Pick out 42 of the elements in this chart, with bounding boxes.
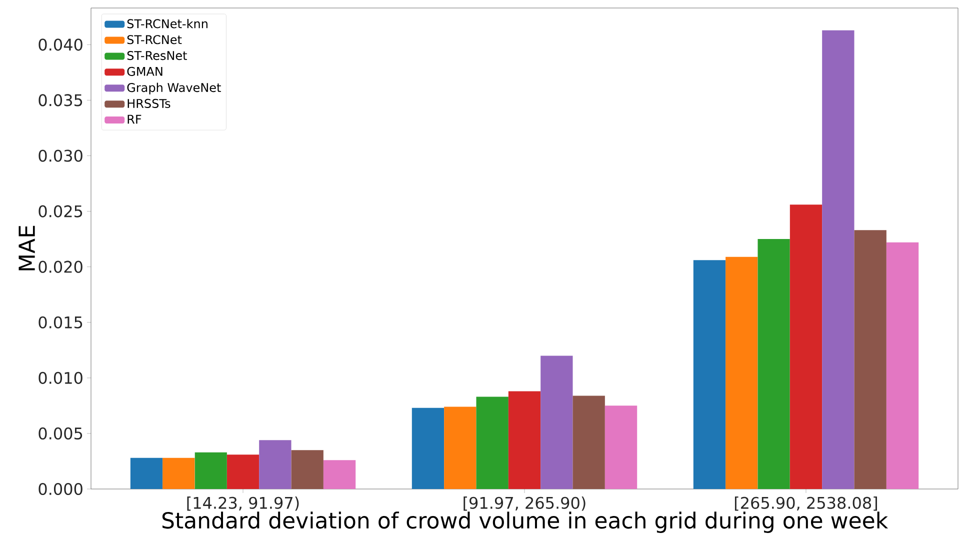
- y-tick-label: 0.035: [38, 94, 82, 106]
- bar: [476, 396, 508, 489]
- x-tick-label: [91.97, 265.90): [464, 496, 586, 511]
- y-tick-label: 0.030: [38, 150, 82, 162]
- y-tick-label: 0.010: [38, 372, 82, 384]
- bar: [693, 260, 726, 489]
- y-tick-label: 0.005: [38, 427, 82, 440]
- bar: [226, 454, 260, 489]
- bar: [790, 204, 822, 489]
- bar: [886, 242, 919, 489]
- bar: [162, 458, 195, 489]
- bar: [194, 452, 227, 489]
- x-tick-label: [14.23, 91.97): [187, 496, 299, 511]
- y-tick-label: 0.040: [38, 38, 82, 51]
- bar: [412, 408, 444, 489]
- bar: [259, 440, 292, 489]
- bar: [758, 239, 790, 489]
- y-tick-label: 0.020: [38, 260, 82, 273]
- legend-label: ST-RCNet: [127, 35, 182, 44]
- bar: [130, 458, 163, 489]
- legend-label: ST-RCNet-knn: [127, 18, 208, 28]
- y-tick-label: 0.025: [38, 205, 82, 218]
- bar: [444, 406, 476, 489]
- bar: [572, 396, 605, 489]
- bar: [540, 356, 573, 489]
- legend-label: GMAN: [127, 66, 162, 76]
- bar: [822, 30, 854, 489]
- bar: [291, 450, 324, 489]
- bar: [604, 406, 638, 489]
- bar: [323, 460, 356, 489]
- legend-label: RF: [128, 114, 142, 124]
- bar: [726, 256, 758, 489]
- x-tick-label: [265.90, 2538.08]: [734, 496, 877, 511]
- legend-label: ST-ResNet: [127, 50, 188, 60]
- y-axis-title: MAE: [18, 226, 35, 270]
- bar: [508, 391, 541, 489]
- bar: [854, 230, 886, 489]
- legend-label: HRSSTs: [128, 98, 170, 108]
- legend-label: Graph WaveNet: [127, 82, 221, 94]
- y-tick-label: 0.015: [38, 316, 82, 328]
- x-axis-title: Standard deviation of crowd volume in each grid during one week: [162, 512, 888, 533]
- y-tick-label: 0.000: [38, 482, 82, 496]
